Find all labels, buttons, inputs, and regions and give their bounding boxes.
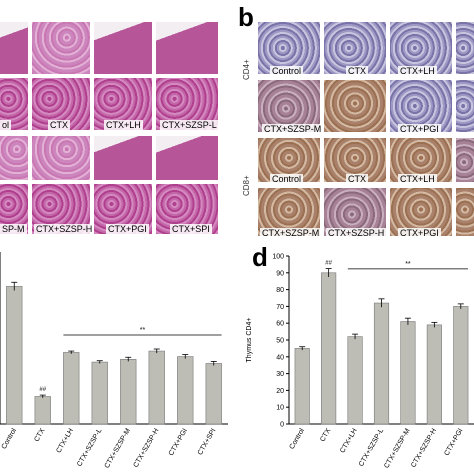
x-tick-label: CTX [33,427,46,443]
label-b-7: CTX [346,174,368,184]
micrograph-a-10 [32,136,90,180]
label-a-1: ol [0,120,12,130]
y-tick-label: 40 [276,354,284,361]
ihc-b-12 [456,138,474,182]
y-tick-label: 80 [276,287,284,294]
bar [177,356,194,425]
ihc-b-7 [390,80,452,132]
label-b-9: CTX+SZSP-M [260,228,322,238]
micrograph-a-9 [0,136,28,180]
y-tick-label: 20 [276,388,284,395]
cd8-row-label: CD8+ [242,175,251,196]
label-a-7: CTX+PGI [106,224,149,234]
label-a-4: CTX+SZSP-L [160,120,219,130]
bar [453,306,469,425]
bar [34,396,51,425]
x-tick-label: CTX+LH [339,428,359,455]
x-tick-label: Control [289,427,307,450]
bar [6,286,23,425]
bar [347,336,363,425]
y-tick-label: 0 [280,422,284,429]
y-tick-label: 70 [276,304,284,311]
micrograph-a-12 [156,136,218,180]
label-b-2: CTX [346,66,368,76]
label-b-5: CTX+PGI [398,124,441,134]
micrograph-a-4 [156,22,218,74]
bar [321,272,337,425]
bar [63,352,80,425]
micrograph-a-3 [94,22,152,74]
x-tick-label: CTX+PGI [443,427,464,457]
y-tick-label: 100 [272,254,284,261]
label-b-4: CTX+SZSP-M [262,124,324,134]
micrograph-a-2 [32,22,90,74]
label-b-8: CTX+LH [398,174,437,184]
label-b-3: CTX+LH [398,66,437,76]
significance-label: ** [405,261,411,268]
significance-label: ** [140,327,146,334]
y-axis-label: Thymus CD4+ [246,318,253,363]
x-tick-label: CTX+SZSP-H [133,428,161,469]
bar [120,359,137,425]
bar [400,321,416,425]
ihc-b-16 [456,188,474,236]
significance-label: ## [325,261,332,267]
x-tick-label: CTX+PGI [168,427,189,457]
panel-letter-b: b [238,2,254,32]
bar [91,361,108,425]
bar [205,363,222,425]
label-b-1: Control [270,66,304,76]
x-tick-label: CTX+SZSP-M [383,427,411,469]
ihc-b-4 [456,22,474,74]
panel-letter-d: d [252,242,268,272]
chart-c-spleen-bar: Control CTX CTX+LH CTX+SZSP-L CTX+SZSP-M CTX+… [0,252,228,470]
x-tick-label: CTX [319,427,332,443]
y-tick-label: 90 [276,270,284,277]
bar [373,302,390,425]
label-a-6: CTX+SZSP-H [34,224,95,234]
x-tick-label: CTX+LH [55,428,75,455]
ihc-b-6 [324,80,386,132]
ihc-b-8 [456,80,474,132]
label-a-5: SP-M [0,224,27,234]
ihc-b-1 [258,22,320,74]
x-tick-label: CTX+SPI [197,427,218,456]
ihc-b-3 [390,22,452,74]
cd4-row-label: CD4+ [242,59,251,80]
x-tick-label: CTX+SZSP-L [76,427,103,467]
label-a-2: CTX [48,120,70,130]
x-tick-label: Control [1,427,19,450]
bar [294,348,310,425]
bar [148,350,165,425]
significance-label: ## [39,387,46,393]
micrograph-a-11 [94,136,152,180]
x-tick-label: CTX+SZSP-L [358,427,385,467]
chart-d-thymus-cd4-bar: 0 10 20 30 40 50 60 70 80 90 100 Thymus CD4+ Control… [246,254,474,470]
label-a-3: CTX+LH [104,120,143,130]
ihc-b-2 [324,22,386,74]
x-tick-label: CTX+SZSP-H [410,428,438,469]
y-tick-label: 50 [276,338,284,345]
y-tick-label: 30 [276,371,284,378]
ihc-b-5 [258,80,320,132]
y-tick-label: 60 [276,321,284,328]
x-tick-label: CTX+SZSP-M [104,427,132,469]
label-b-6: Control [270,174,304,184]
label-b-11: CTX+PGI [398,228,441,238]
bar [426,324,442,425]
label-b-10: CTX+SZSP-H [326,228,387,238]
label-a-8: CTX+SPI [170,224,212,234]
y-tick-label: 10 [276,405,284,412]
micrograph-a-1 [0,22,28,74]
